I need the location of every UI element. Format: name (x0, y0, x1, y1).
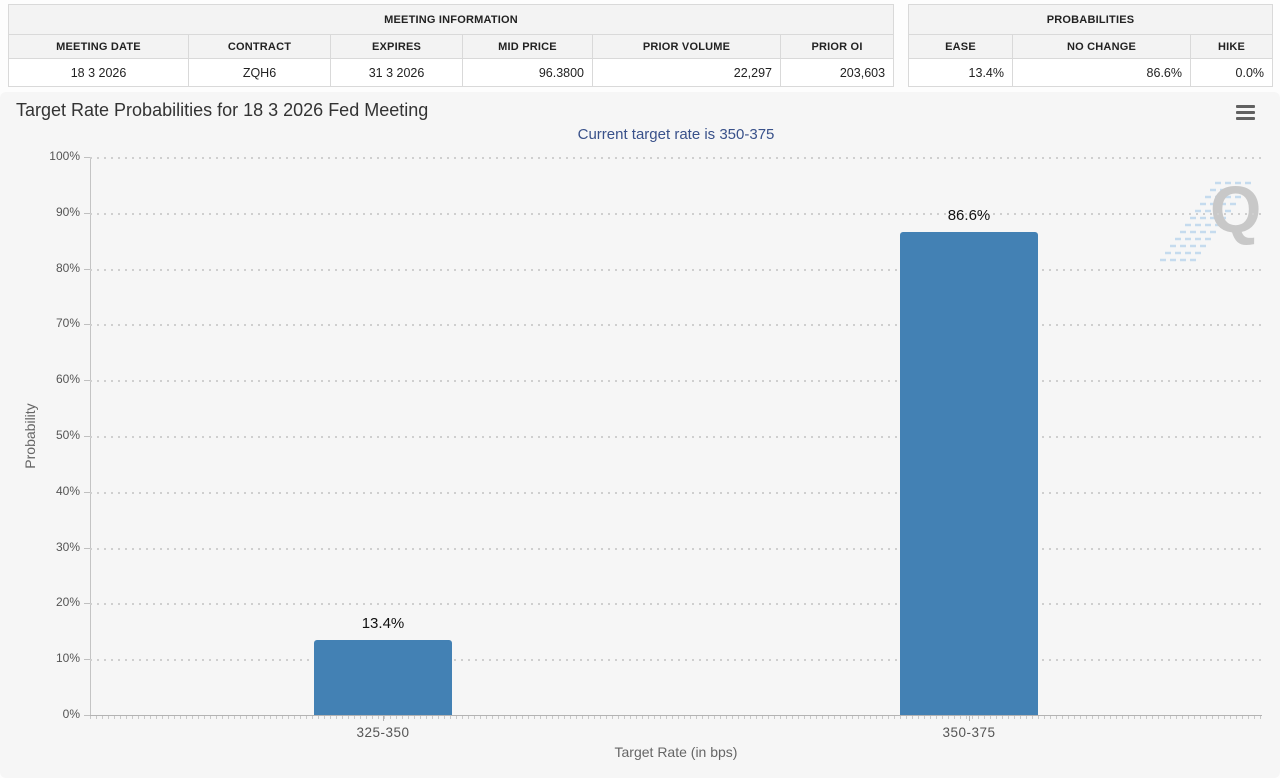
y-axis-tick-mark (84, 603, 90, 604)
contract-value: ZQH6 (188, 58, 331, 87)
y-axis-tick-mark (84, 380, 90, 381)
table-row: 18 3 2026 ZQH6 31 3 2026 96.3800 22,297 … (8, 58, 895, 87)
chart-subtitle: Current target rate is 350-375 (577, 126, 775, 143)
prior-oi-value: 203,603 (779, 58, 895, 87)
col-header-ease: EASE (908, 34, 1013, 59)
y-axis-tick-mark (84, 436, 90, 437)
target-rate-probabilities-chart: Target Rate Probabilities for 18 3 2026 … (0, 92, 1280, 778)
col-header-meeting-date: MEETING DATE (8, 34, 189, 59)
hamburger-icon (1236, 111, 1255, 114)
expires-value: 31 3 2026 (330, 58, 463, 87)
chart-context-menu-button[interactable] (1236, 105, 1256, 122)
x-axis-category-label: 325-350 (356, 725, 410, 740)
x-axis-tick-mark (383, 716, 384, 721)
probability-bar[interactable] (900, 232, 1038, 715)
y-axis-tick-mark (84, 548, 90, 549)
y-axis-tick-label: 0% (62, 707, 80, 721)
col-header-expires: EXPIRES (330, 34, 463, 59)
no-change-value: 86.6% (1012, 58, 1191, 87)
y-axis-tick-label: 60% (55, 372, 80, 386)
y-axis-tick-label: 90% (55, 205, 80, 219)
col-header-contract: CONTRACT (188, 34, 331, 59)
y-gridline (90, 603, 1262, 605)
y-axis-tick-label: 100% (49, 149, 80, 163)
y-axis-tick-mark (84, 213, 90, 214)
y-axis-tick-label: 70% (55, 316, 80, 330)
y-axis-title: Probability (22, 403, 38, 469)
x-axis-line (90, 715, 1262, 716)
ease-value: 13.4% (908, 58, 1013, 87)
y-axis-tick-mark (84, 715, 90, 716)
hamburger-icon (1236, 117, 1255, 120)
col-header-prior-oi: PRIOR OI (779, 34, 895, 59)
mid-price-value: 96.3800 (462, 58, 593, 87)
prior-volume-value: 22,297 (592, 58, 781, 87)
hike-value: 0.0% (1189, 58, 1274, 87)
x-axis-minor-ticks (90, 716, 1262, 719)
chart-plot-area: Q 0% 10% 20% 30% 40% 50% 60% 70% 80% 90% 100% 13.4%… (0, 92, 1280, 778)
y-gridline (90, 380, 1262, 382)
y-gridline (90, 548, 1262, 550)
y-axis-tick-mark (84, 659, 90, 660)
x-axis-title: Target Rate (in bps) (614, 744, 738, 760)
watermark-q-letter: Q (1210, 172, 1261, 246)
y-axis-tick-label: 10% (55, 651, 80, 665)
meeting-information-table: MEETING INFORMATION MEETING DATE CONTRAC… (7, 4, 895, 87)
hamburger-icon (1236, 105, 1255, 108)
y-axis-tick-mark (84, 269, 90, 270)
chart-title: Target Rate Probabilities for 18 3 2026 … (16, 100, 429, 120)
y-gridline (90, 659, 1262, 661)
quikstrike-watermark-logo: Q (1160, 172, 1261, 262)
col-header-prior-volume: PRIOR VOLUME (592, 34, 781, 59)
probabilities-table: PROBABILITIES EASE NO CHANGE HIKE 13.4% … (907, 4, 1274, 87)
y-axis-tick-label: 30% (55, 540, 80, 554)
x-axis-category-label: 350-375 (942, 725, 996, 740)
y-gridline (90, 492, 1262, 494)
col-header-no-change: NO CHANGE (1012, 34, 1191, 59)
probabilities-table-title: PROBABILITIES (907, 4, 1274, 35)
y-axis-tick-mark (84, 157, 90, 158)
y-gridline (90, 213, 1262, 215)
bar-value-label: 86.6% (947, 207, 991, 224)
col-header-mid-price: MID PRICE (462, 34, 593, 59)
probability-bar[interactable] (314, 640, 452, 715)
y-axis-tick-label: 20% (55, 595, 80, 609)
y-gridline (90, 157, 1262, 159)
y-axis-tick-mark (84, 324, 90, 325)
meeting-table-title: MEETING INFORMATION (7, 4, 895, 35)
meeting-date-value: 18 3 2026 (8, 58, 189, 87)
y-axis-tick-label: 80% (55, 261, 80, 275)
y-axis-tick-label: 50% (55, 428, 80, 442)
y-axis-tick-label: 40% (55, 484, 80, 498)
bar-value-label: 13.4% (361, 615, 405, 632)
x-axis-tick-mark (969, 716, 970, 721)
y-gridline (90, 436, 1262, 438)
y-axis-tick-mark (84, 492, 90, 493)
y-gridline (90, 269, 1262, 271)
summary-tables-section: MEETING INFORMATION MEETING DATE CONTRAC… (0, 0, 1280, 92)
col-header-hike: HIKE (1189, 34, 1274, 59)
y-gridline (90, 324, 1262, 326)
table-row: 13.4% 86.6% 0.0% (908, 58, 1274, 87)
